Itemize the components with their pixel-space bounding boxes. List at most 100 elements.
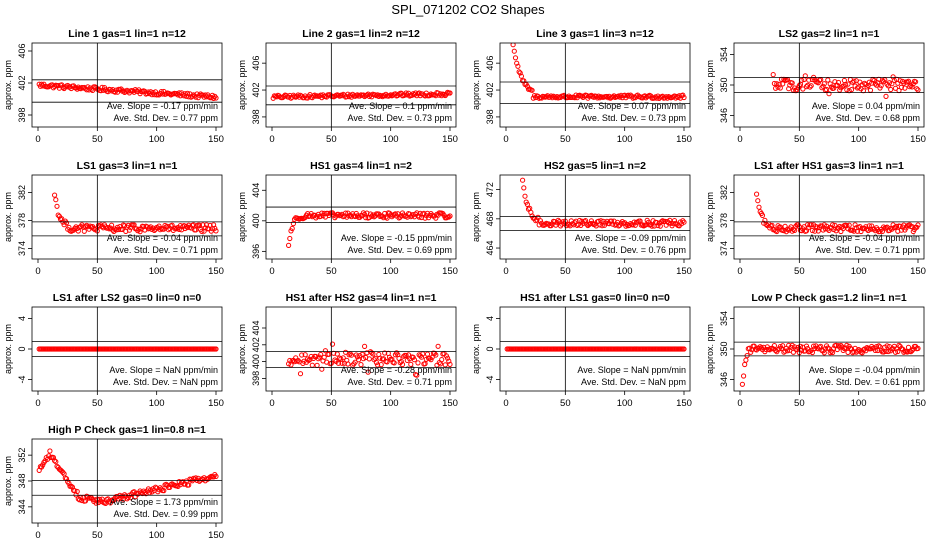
x-tick-label: 150: [442, 134, 458, 145]
x-tick-label: 0: [737, 134, 742, 145]
data-series: [520, 177, 687, 229]
data-point: [343, 349, 349, 355]
y-tick-label: 406: [17, 43, 27, 58]
data-point: [332, 357, 338, 363]
y-axis-label: approx. ppm: [471, 60, 481, 110]
data-point: [808, 83, 814, 89]
plot-frame: [265, 174, 457, 260]
data-point: [845, 81, 851, 87]
data-point: [639, 222, 646, 228]
data-point: [790, 349, 797, 355]
x-tick-label: 0: [269, 266, 274, 277]
data-point: [881, 349, 887, 355]
data-point: [348, 214, 355, 220]
stddev-annotation: Ave. Std. Dev. = 0.73 ppm: [582, 113, 686, 123]
data-point: [883, 93, 889, 100]
data-point: [518, 73, 525, 79]
data-point: [378, 362, 384, 368]
data-point: [807, 84, 813, 90]
data-point: [516, 69, 522, 75]
data-point: [658, 219, 665, 225]
data-point: [398, 213, 404, 219]
x-tick-label: 50: [794, 398, 805, 409]
data-point: [508, 13, 512, 17]
data-point: [100, 87, 106, 93]
data-point: [382, 350, 388, 356]
data-point: [869, 223, 875, 229]
data-point: [52, 458, 58, 464]
data-point: [597, 95, 603, 101]
data-point: [907, 84, 913, 90]
data-point: [884, 343, 890, 349]
data-point: [803, 343, 810, 349]
y-tick-label: 406: [251, 56, 261, 71]
data-point: [609, 218, 615, 224]
data-point: [435, 343, 441, 349]
data-point: [909, 84, 915, 90]
data-point: [834, 82, 840, 89]
x-tick-label: 50: [92, 398, 103, 409]
x-tick-label: 150: [208, 530, 224, 540]
data-point: [780, 81, 786, 87]
y-tick-label: 346: [719, 372, 729, 387]
data-point: [322, 348, 328, 354]
data-series: [754, 191, 921, 235]
data-point: [321, 354, 327, 360]
data-point: [770, 72, 776, 78]
chart-panel: HS1 after HS2 gas=4 lin=1 n=1 0 50 100 150 39…: [237, 292, 458, 409]
data-point: [53, 459, 59, 465]
x-tick-label: 0: [35, 398, 40, 409]
data-point: [835, 79, 842, 86]
data-point: [775, 84, 781, 90]
plot-frame: [733, 174, 925, 260]
data-point: [113, 227, 119, 233]
data-point: [882, 77, 888, 83]
stddev-annotation: Ave. Std. Dev. = 0.99 ppm: [114, 509, 218, 519]
data-point: [676, 93, 682, 99]
x-tick-label: 50: [560, 398, 571, 409]
data-point: [668, 220, 674, 226]
x-tick-label: 50: [326, 266, 337, 277]
y-tick-label: 354: [719, 311, 729, 326]
slope-annotation: Ave. Slope = 0.04 ppm/min: [812, 101, 920, 111]
data-point: [777, 224, 783, 230]
chart-panel: LS1 after LS2 gas=0 lin=0 n=0 0 50 100 150 -4…: [3, 292, 224, 409]
x-tick-label: 50: [326, 134, 337, 145]
x-tick-label: 100: [149, 266, 165, 277]
data-point: [820, 83, 826, 89]
data-point: [574, 222, 580, 228]
data-point: [81, 228, 87, 234]
data-point: [904, 349, 910, 355]
y-tick-label: 346: [719, 108, 729, 123]
y-axis-label: approx. ppm: [237, 60, 247, 110]
plot-frame: [265, 306, 457, 392]
data-point: [289, 225, 295, 232]
data-point: [63, 476, 70, 482]
data-point: [287, 235, 293, 242]
data-point: [821, 81, 827, 87]
data-point: [295, 357, 301, 364]
data-point: [671, 218, 678, 224]
data-point: [851, 228, 857, 234]
slope-annotation: Ave. Slope = -0.28 ppm/min: [341, 365, 452, 375]
data-point: [515, 63, 521, 69]
data-point: [213, 346, 219, 352]
x-tick-label: 100: [617, 134, 633, 145]
x-tick-label: 100: [149, 134, 165, 145]
x-tick-label: 50: [560, 266, 571, 277]
data-point: [389, 356, 395, 362]
data-point: [379, 94, 385, 100]
y-axis-label: approx. ppm: [237, 192, 247, 242]
data-point: [377, 355, 383, 361]
data-point: [160, 91, 166, 97]
x-tick-label: 0: [503, 398, 508, 409]
data-point: [99, 496, 105, 502]
plot-frame: [31, 174, 223, 260]
data-point: [830, 222, 836, 228]
y-tick-label: 398: [485, 109, 495, 124]
slope-annotation: Ave. Slope = -0.15 ppm/min: [341, 233, 452, 243]
data-point: [754, 191, 760, 197]
x-tick-label: 100: [617, 266, 633, 277]
data-point: [514, 60, 520, 66]
data-point: [213, 95, 219, 101]
